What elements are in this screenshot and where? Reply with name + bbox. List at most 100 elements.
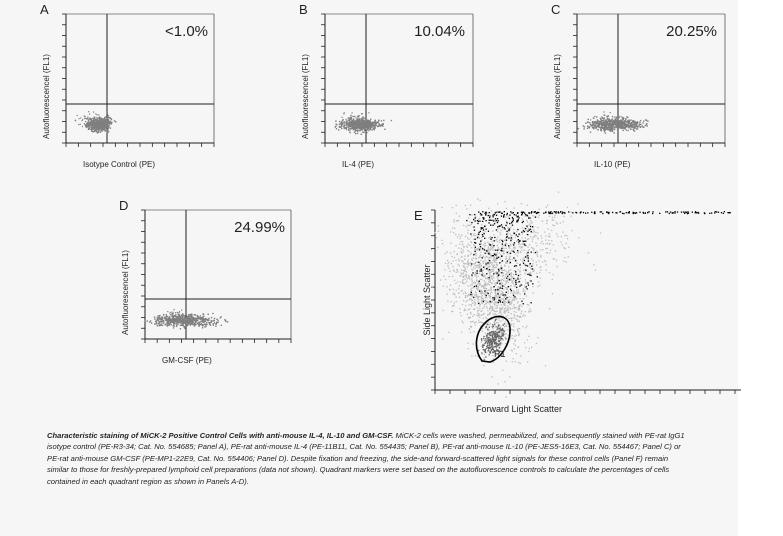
event-dot xyxy=(226,321,229,323)
event-dot xyxy=(520,355,522,357)
event-dot xyxy=(533,230,535,233)
event-dot xyxy=(473,218,475,221)
event-dot xyxy=(343,125,345,127)
event-dot xyxy=(622,127,624,129)
event-dot xyxy=(362,118,365,120)
event-dot xyxy=(357,118,359,120)
event-dot xyxy=(616,121,618,123)
event-dot xyxy=(479,246,482,248)
event-dot xyxy=(195,320,198,323)
event-dot xyxy=(508,217,511,220)
event-dot xyxy=(452,260,454,262)
event-dot xyxy=(492,327,494,330)
event-dot xyxy=(497,322,500,324)
event-dot xyxy=(537,232,539,234)
event-dot xyxy=(378,125,380,127)
event-dot xyxy=(561,244,563,246)
event-dot xyxy=(502,329,505,331)
event-dot xyxy=(524,244,526,246)
event-dot xyxy=(160,323,162,325)
event-dot xyxy=(515,214,517,216)
event-dot xyxy=(481,248,484,250)
event-dot xyxy=(465,271,467,273)
event-dot xyxy=(371,123,373,125)
event-dot xyxy=(450,263,453,265)
event-dot xyxy=(523,264,525,266)
event-dot xyxy=(493,350,495,352)
event-dot xyxy=(531,268,533,270)
event-dot xyxy=(465,275,467,277)
event-dot xyxy=(481,227,483,229)
event-dot xyxy=(513,325,515,328)
event-dot xyxy=(538,260,540,262)
event-dot xyxy=(476,272,478,274)
event-dot xyxy=(603,123,605,125)
event-dot xyxy=(513,291,515,293)
event-dot xyxy=(531,221,533,223)
event-dot xyxy=(488,247,490,249)
event-dot xyxy=(493,240,495,242)
event-dot xyxy=(628,119,630,121)
event-dot xyxy=(493,332,495,335)
event-dot xyxy=(627,116,629,119)
event-dot xyxy=(474,217,476,219)
event-dot xyxy=(349,123,351,125)
event-dot xyxy=(366,131,368,134)
event-dot xyxy=(453,269,455,271)
event-dot xyxy=(481,272,484,274)
event-dot xyxy=(514,270,516,272)
event-dot xyxy=(517,235,519,238)
event-dot xyxy=(362,131,364,133)
event-dot xyxy=(468,294,470,297)
event-dot xyxy=(485,245,487,247)
event-dot xyxy=(503,277,505,280)
event-dot xyxy=(500,282,502,284)
event-dot xyxy=(169,320,172,322)
event-dot xyxy=(506,260,509,262)
event-dot xyxy=(480,314,483,316)
event-dot xyxy=(551,213,553,215)
event-dot xyxy=(480,259,482,262)
event-dot xyxy=(343,112,345,114)
event-dot xyxy=(340,123,343,126)
event-dot xyxy=(483,343,485,345)
event-dot xyxy=(532,229,535,231)
event-dot xyxy=(507,275,509,277)
event-dot xyxy=(576,212,578,214)
event-dot xyxy=(548,272,551,274)
event-dot xyxy=(494,267,496,269)
event-dot xyxy=(346,123,348,125)
event-dot xyxy=(166,316,168,318)
event-dot xyxy=(530,302,532,304)
event-dot xyxy=(102,129,104,131)
event-dot xyxy=(501,266,503,269)
event-dot xyxy=(96,122,98,124)
event-dot xyxy=(455,212,457,214)
event-dot xyxy=(485,356,487,358)
event-dot xyxy=(191,319,194,321)
event-dot xyxy=(502,330,504,332)
event-dot xyxy=(488,284,491,286)
event-dot xyxy=(515,318,517,320)
event-dot xyxy=(459,312,461,314)
event-dot xyxy=(480,240,482,242)
event-dot xyxy=(202,320,205,322)
event-dot xyxy=(517,278,519,280)
event-dot xyxy=(507,250,510,253)
event-dot xyxy=(470,326,472,328)
event-dot xyxy=(603,130,606,132)
event-dot xyxy=(479,243,481,245)
event-dot xyxy=(462,272,465,274)
event-dot xyxy=(540,256,542,258)
event-dot xyxy=(537,216,540,218)
x-axis-label: IL-10 (PE) xyxy=(594,160,631,169)
event-dot xyxy=(104,125,106,128)
event-dot xyxy=(503,216,505,218)
event-dot xyxy=(488,249,490,251)
event-dot xyxy=(503,297,505,299)
event-dot xyxy=(476,280,478,282)
event-dot xyxy=(516,240,518,243)
event-dot xyxy=(635,123,637,125)
event-dot xyxy=(530,220,532,222)
event-dot xyxy=(155,323,157,325)
